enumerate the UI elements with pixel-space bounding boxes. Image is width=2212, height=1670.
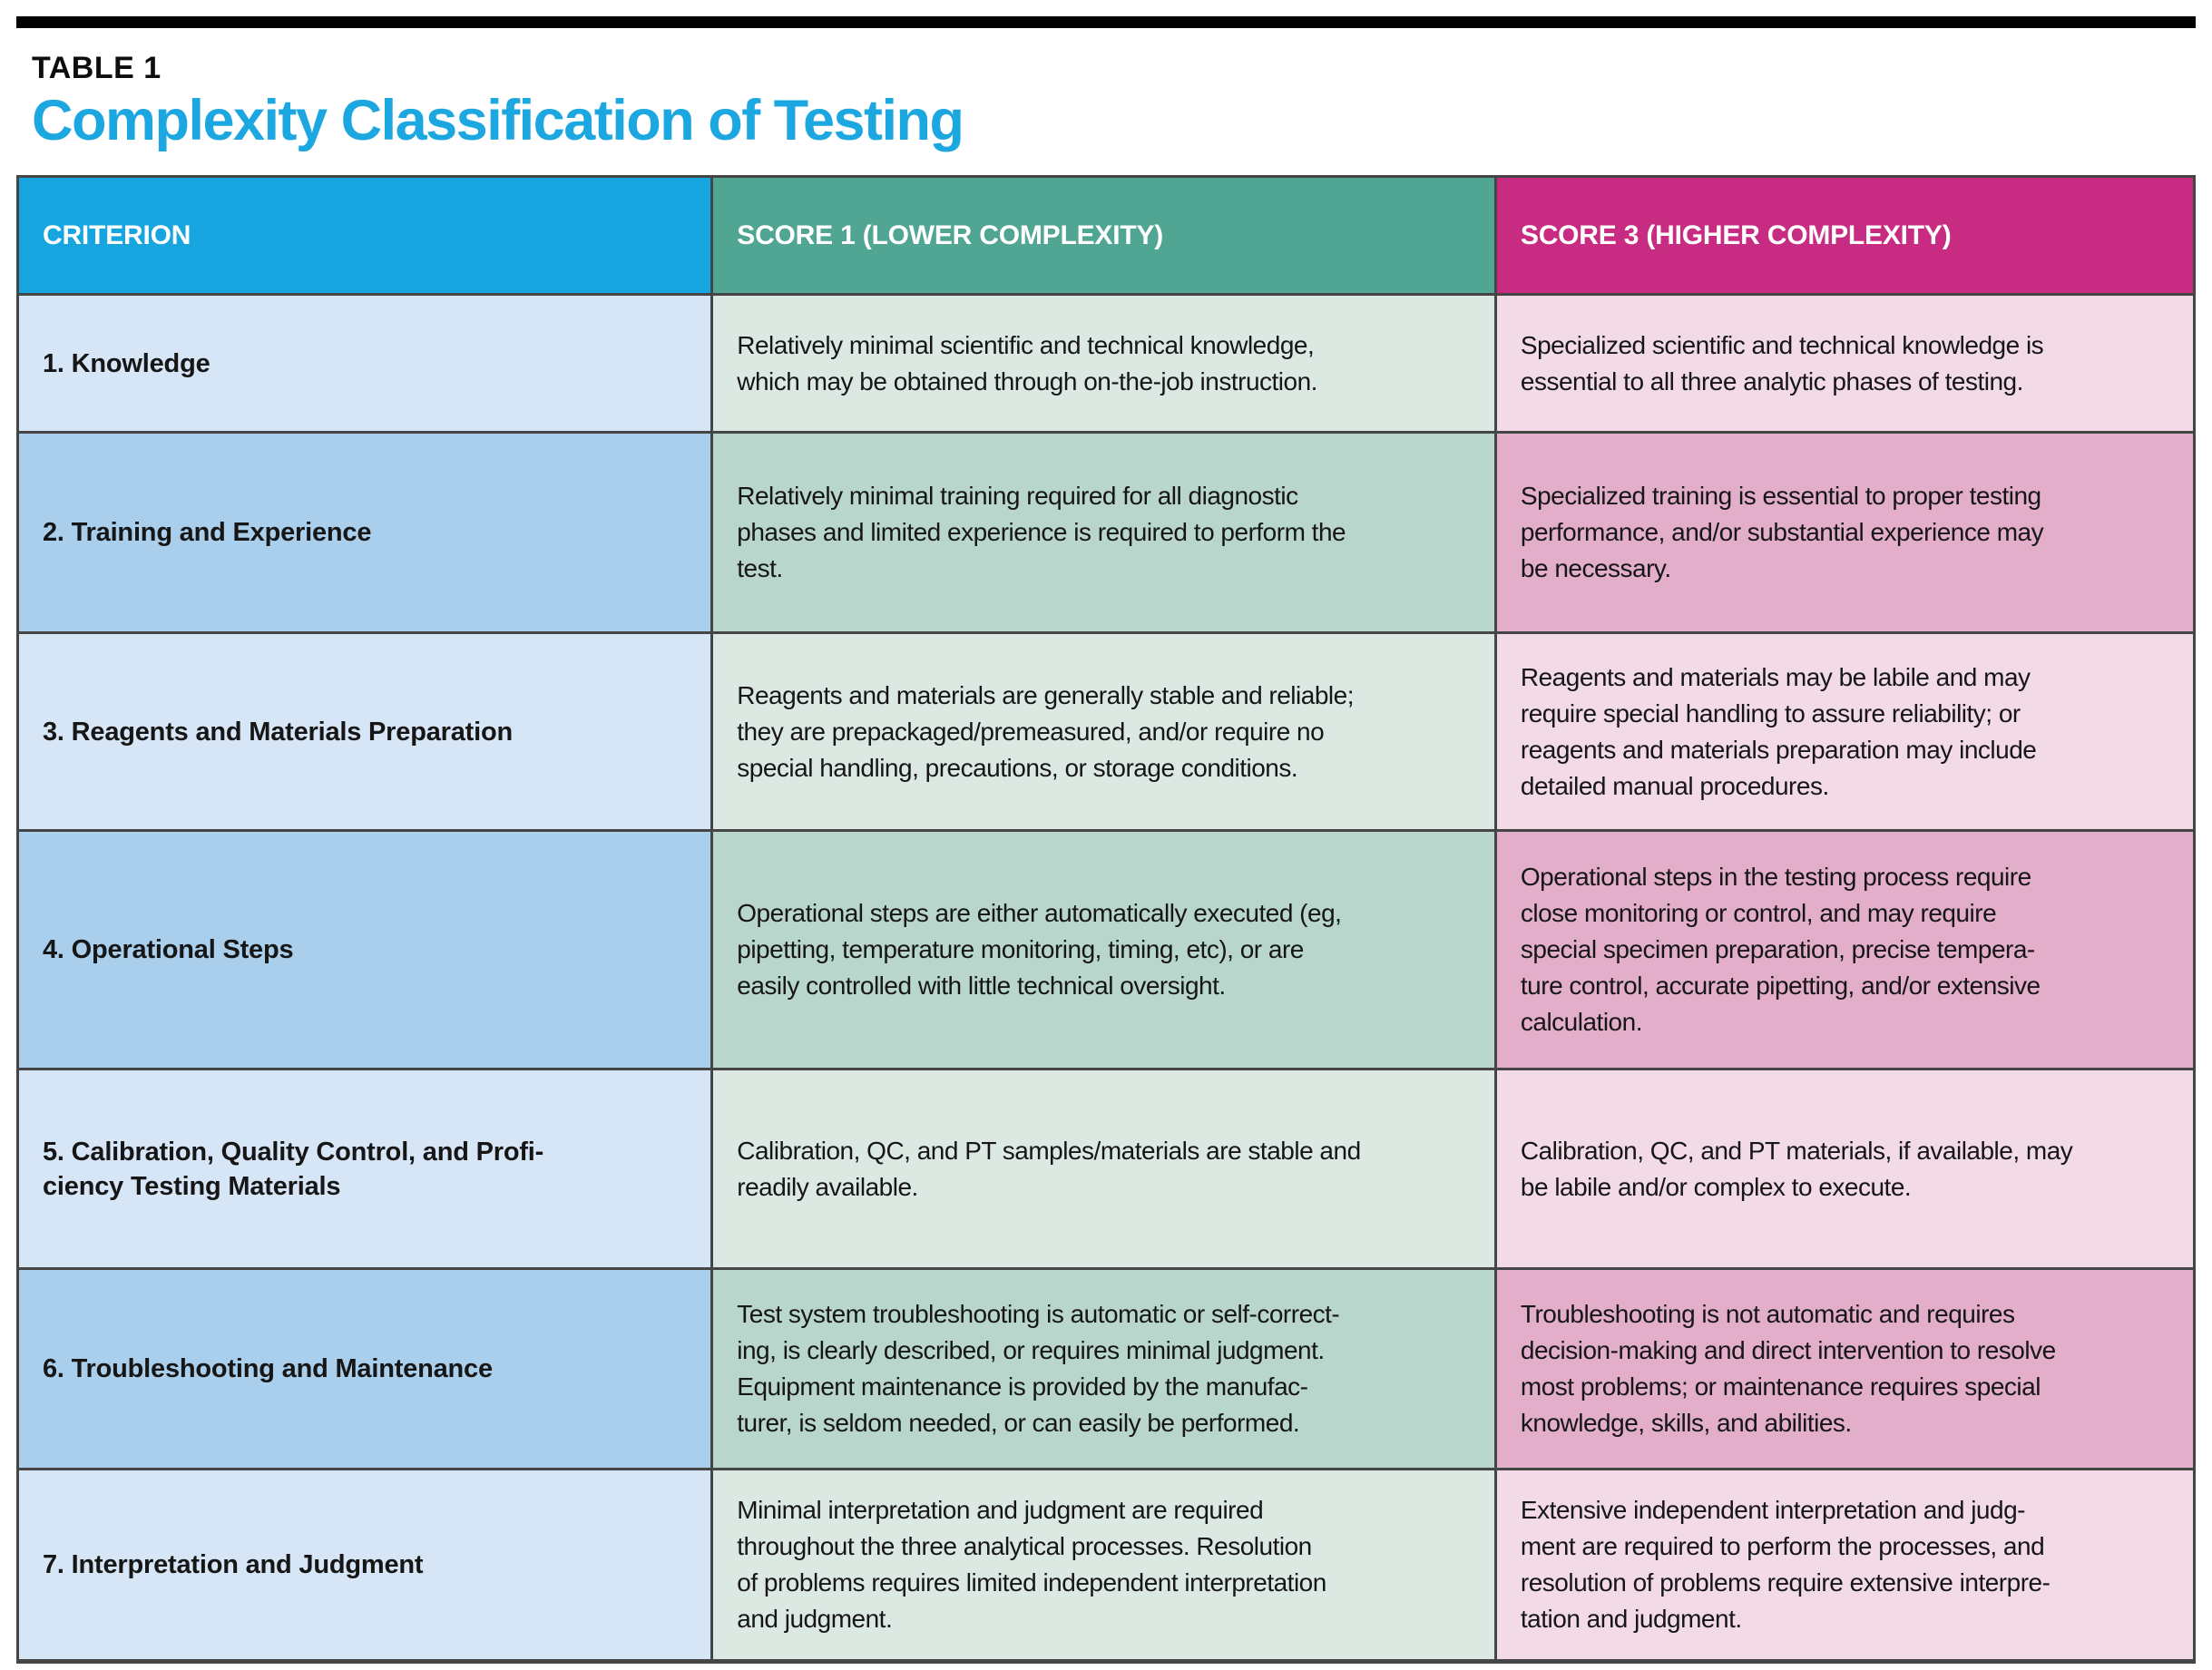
score1-cell: Operational steps are either automatical… (710, 829, 1497, 1070)
criterion-cell: 5. Calibration, Quality Control, and Pro… (15, 1068, 714, 1270)
score3-cell: Troubleshooting is not automatic and req… (1493, 1267, 2197, 1470)
table-row: 2. Training and Experience Relatively min… (15, 431, 2197, 634)
complexity-table: CRITERION SCORE 1 (LOWER COMPLEXITY) SCO… (15, 175, 2197, 1664)
score3-cell: Specialized scientific and technical kno… (1493, 293, 2197, 434)
table-row: 5. Calibration, Quality Control, and Pro… (15, 1068, 2197, 1270)
criterion-cell: 2. Training and Experience (15, 431, 714, 634)
table-eyebrow: TABLE 1 (32, 51, 161, 85)
score1-cell: Reagents and materials are generally sta… (710, 631, 1497, 832)
score1-cell: Relatively minimal scientific and techni… (710, 293, 1497, 434)
column-header-score1: SCORE 1 (LOWER COMPLEXITY) (710, 175, 1497, 296)
score3-cell: Calibration, QC, and PT materials, if av… (1493, 1068, 2197, 1270)
column-header-score3: SCORE 3 (HIGHER COMPLEXITY) (1493, 175, 2197, 296)
score1-cell: Test system troubleshooting is automatic… (710, 1267, 1497, 1470)
score1-cell: Minimal interpretation and judgment are … (710, 1468, 1497, 1663)
criterion-cell: 1. Knowledge (15, 293, 714, 434)
top-rule (16, 16, 2196, 28)
score3-cell: Extensive independent interpretation and… (1493, 1468, 2197, 1663)
table-row: 6. Troubleshooting and Maintenance Test s… (15, 1267, 2197, 1470)
header-row: CRITERION SCORE 1 (LOWER COMPLEXITY) SCO… (15, 175, 2197, 296)
column-header-criterion: CRITERION (15, 175, 714, 296)
criterion-cell: 3. Reagents and Materials Preparation (15, 631, 714, 832)
criterion-cell: 7. Interpretation and Judgment (15, 1468, 714, 1663)
table-header: CRITERION SCORE 1 (LOWER COMPLEXITY) SCO… (15, 175, 2197, 296)
table-row: 7. Interpretation and Judgment Minimal in… (15, 1468, 2197, 1663)
table-row: 3. Reagents and Materials Preparation Rea… (15, 631, 2197, 832)
score3-cell: Operational steps in the testing process… (1493, 829, 2197, 1070)
score3-cell: Reagents and materials may be labile and… (1493, 631, 2197, 832)
table-row: 4. Operational Steps Operational steps ar… (15, 829, 2197, 1070)
score1-cell: Relatively minimal training required for… (710, 431, 1497, 634)
score1-cell: Calibration, QC, and PT samples/material… (710, 1068, 1497, 1270)
page-title: Complexity Classification of Testing (32, 89, 964, 152)
criterion-cell: 4. Operational Steps (15, 829, 714, 1070)
table-row: 1. Knowledge Relatively minimal scientifi… (15, 293, 2197, 434)
criterion-cell: 6. Troubleshooting and Maintenance (15, 1267, 714, 1470)
score3-cell: Specialized training is essential to pro… (1493, 431, 2197, 634)
table-body: 1. Knowledge Relatively minimal scientifi… (15, 293, 2197, 1663)
